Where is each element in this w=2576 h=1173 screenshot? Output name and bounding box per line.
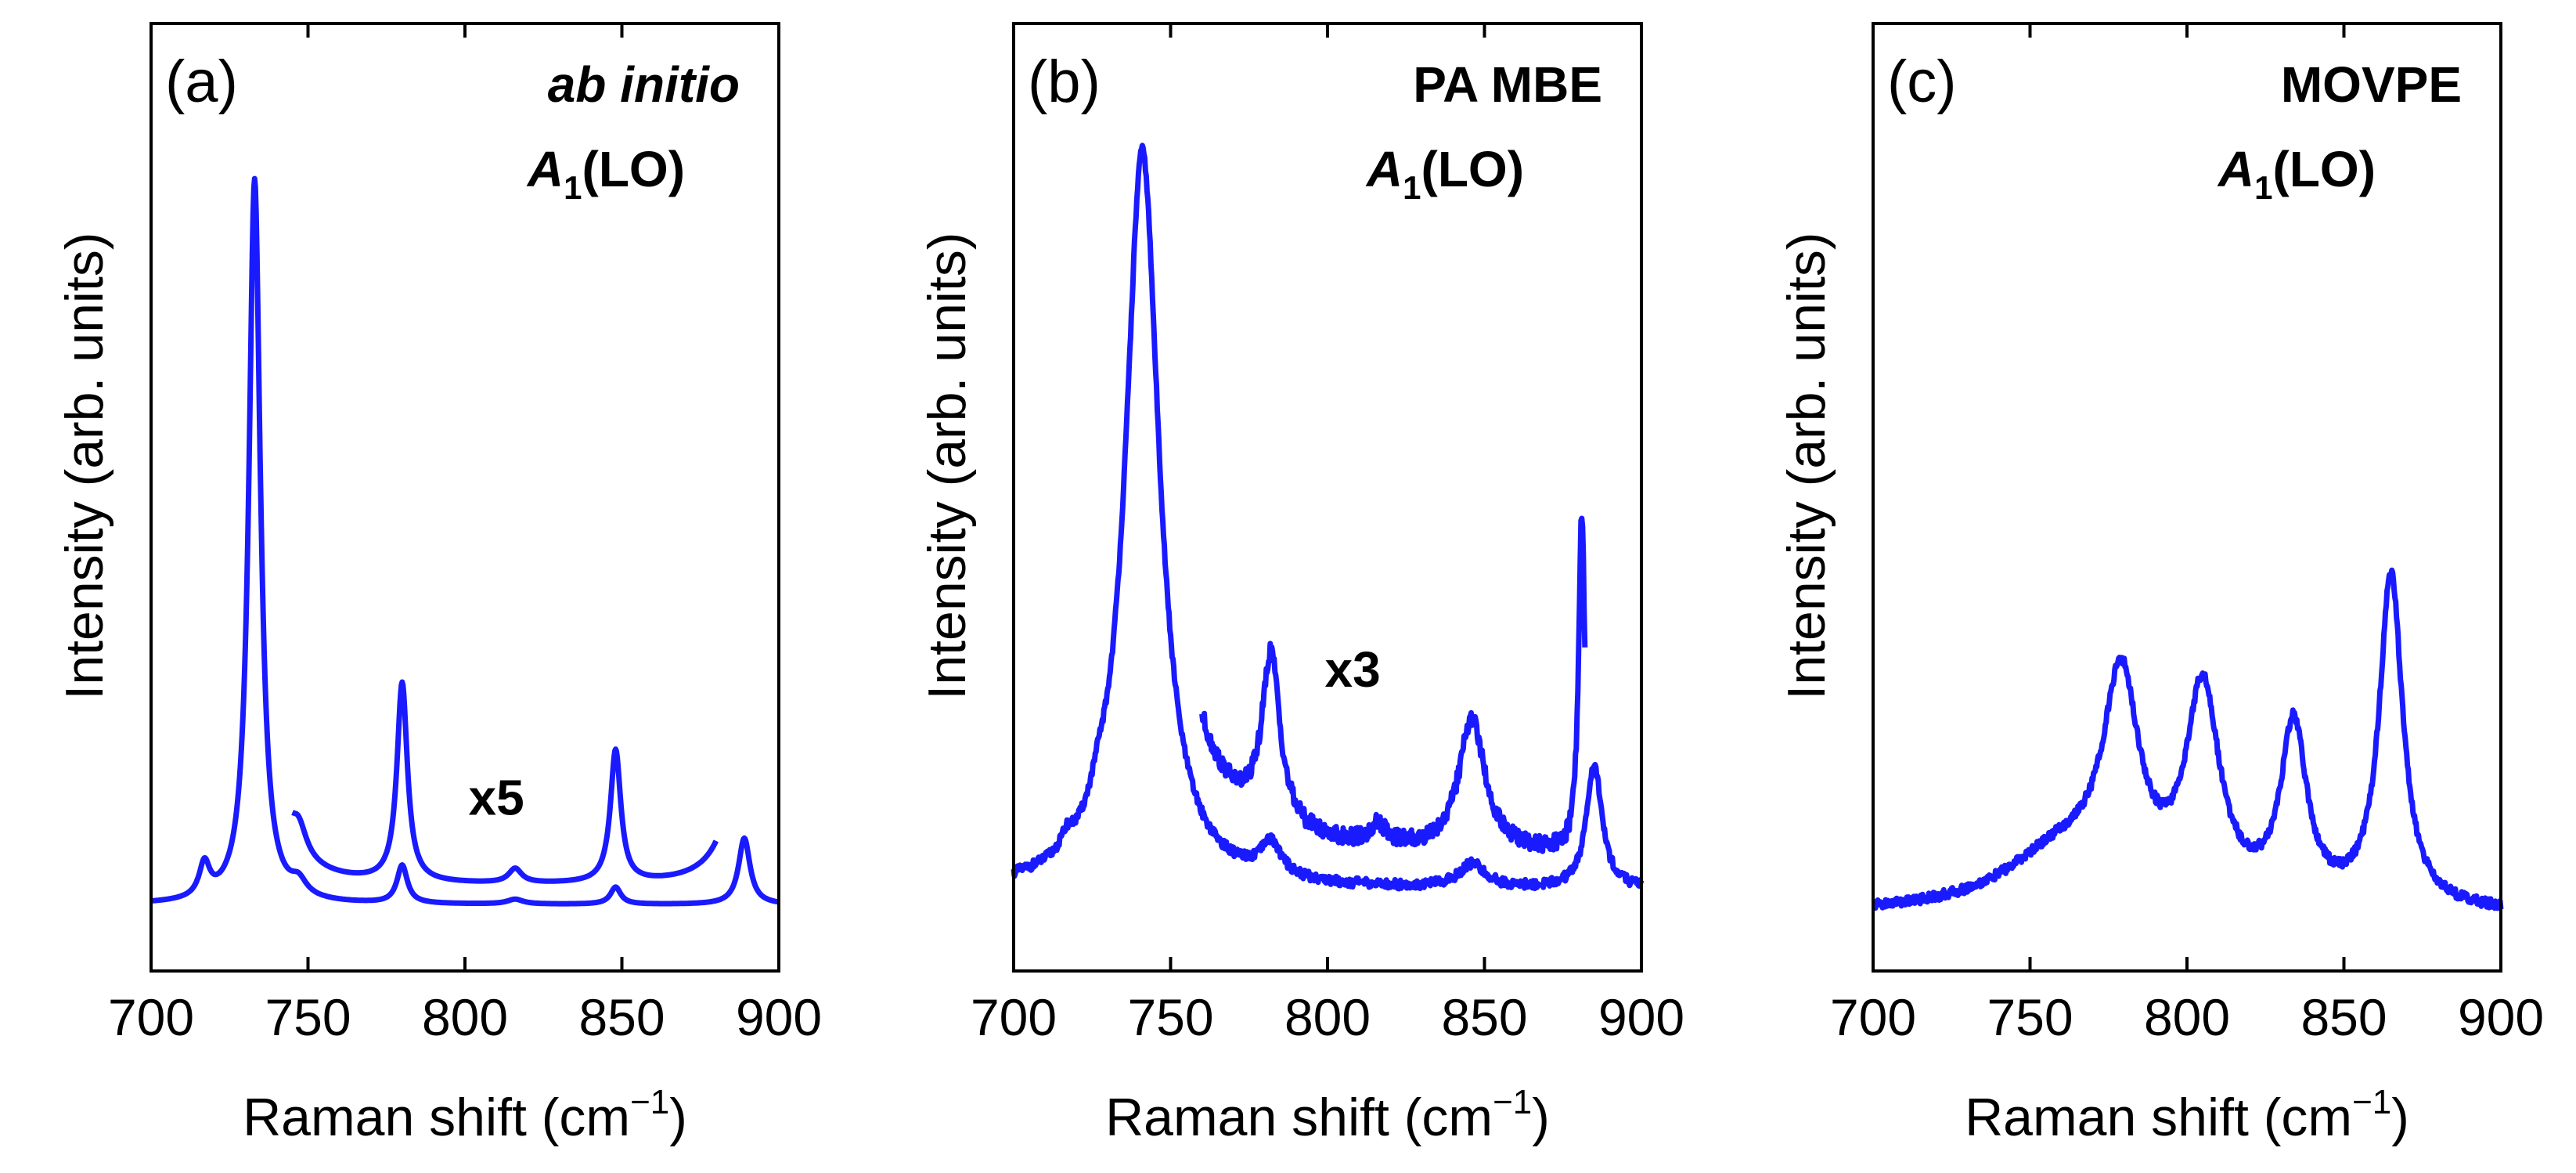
series-line-2 (290, 679, 719, 884)
x-tick-label: 850 (578, 988, 665, 1046)
x-tick-label: 800 (2144, 988, 2230, 1046)
series-line-1 (1011, 143, 1645, 892)
x-tick-label: 700 (971, 988, 1057, 1046)
sample-title: PA MBE (1413, 56, 1602, 113)
mode-label: A1(LO) (2217, 141, 2376, 206)
x-tick-label: 900 (736, 988, 822, 1046)
x-axis-title-main: Raman shift (cm (243, 1088, 630, 1147)
mode-label-symbol: A (1365, 141, 1403, 197)
x-tick-label: 750 (265, 988, 351, 1046)
mode-label-suffix: (LO) (582, 141, 686, 197)
series-line-1 (1871, 567, 2504, 911)
x-tick-label: 750 (1127, 988, 1213, 1046)
y-axis-title: Intensity (arb. units) (55, 232, 114, 699)
x-axis-title-end: ) (669, 1088, 687, 1147)
x-axis-title-sup: −1 (2352, 1083, 2391, 1121)
x-tick-label: 900 (2458, 988, 2544, 1046)
mode-label-subscript: 1 (1403, 169, 1421, 206)
y-axis-title: Intensity (arb. units) (1777, 232, 1836, 699)
x-tick-label: 750 (1987, 988, 2073, 1046)
x-axis-title-sup: −1 (1493, 1083, 1532, 1121)
sample-title: ab initio (548, 56, 740, 113)
panel-label: (c) (1887, 49, 1957, 115)
y-axis-title: Intensity (arb. units) (917, 232, 977, 699)
panel-label: (b) (1028, 49, 1101, 115)
x-tick-label: 850 (1441, 988, 1527, 1046)
x-axis-title-end: ) (2391, 1088, 2409, 1147)
series-line-1 (149, 175, 781, 907)
x-axis-title-sup: −1 (630, 1083, 669, 1121)
x-tick-label: 700 (108, 988, 194, 1046)
x-axis-title: Raman shift (cm−1) (1105, 1083, 1550, 1147)
series-line-2 (1199, 515, 1588, 854)
x-tick-label: 700 (1830, 988, 1916, 1046)
mode-label-subscript: 1 (564, 169, 582, 206)
x-tick-label: 850 (2300, 988, 2387, 1046)
mode-label-suffix: (LO) (1421, 141, 1525, 197)
panel-label: (a) (165, 49, 238, 115)
mode-label-suffix: (LO) (2273, 141, 2376, 197)
magnification-label: x5 (469, 769, 524, 825)
sample-title: MOVPE (2281, 56, 2462, 113)
mode-label-subscript: 1 (2254, 169, 2272, 206)
x-axis-title-main: Raman shift (cm (1965, 1088, 2352, 1147)
chart-panel-2: 700 750 800 850 900 Raman shift (cm−1) Intensi… (917, 22, 1684, 1147)
plot-frame (1872, 22, 2502, 973)
chart-panel-3: 700 750 800 850 900 Raman shift (cm−1) Intensi… (1777, 22, 2544, 1147)
x-axis-title-main: Raman shift (cm (1105, 1088, 1493, 1147)
x-axis-title: Raman shift (cm−1) (1965, 1083, 2409, 1147)
mode-label-symbol: A (526, 141, 564, 197)
magnification-label: x3 (1324, 641, 1380, 698)
x-tick-label: 800 (422, 988, 508, 1046)
mode-label-symbol: A (2217, 141, 2254, 197)
x-axis-title: Raman shift (cm−1) (243, 1083, 687, 1147)
x-tick-label: 800 (1284, 988, 1371, 1046)
x-axis-title-end: ) (1532, 1088, 1550, 1147)
x-tick-label: 900 (1598, 988, 1684, 1046)
chart-panel-1: 700 750 800 850 900 Raman shift (cm−1) Intensi… (55, 22, 822, 1147)
mode-label: A1(LO) (1365, 141, 1524, 206)
mode-label: A1(LO) (526, 141, 685, 206)
